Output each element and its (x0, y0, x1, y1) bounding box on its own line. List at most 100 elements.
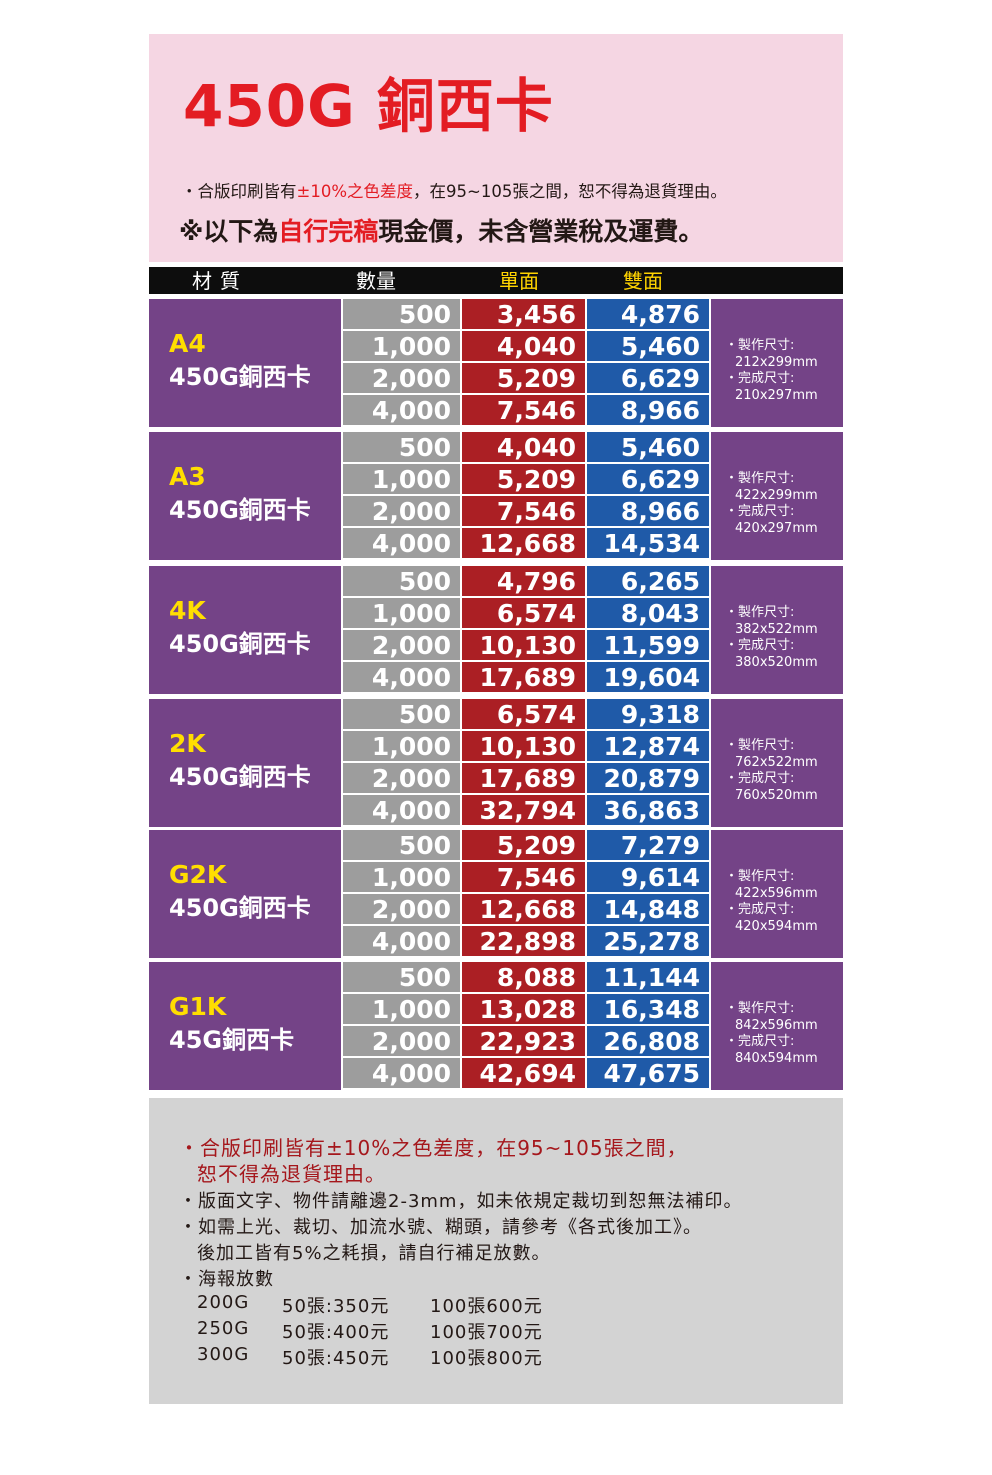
finish-size-value: 210x297mm (735, 387, 818, 403)
size-cell: ・製作尺寸: 212x299mm ・完成尺寸: 210x297mm (711, 299, 843, 427)
single-side-price: 5,209 (462, 464, 587, 496)
table-row: 1,000 7,546 9,614 (341, 862, 711, 894)
quantity-cell: 1,000 (341, 598, 462, 630)
make-size-label: ・製作尺寸: (725, 338, 795, 353)
single-side-price: 7,546 (462, 862, 587, 894)
double-side-price: 6,629 (587, 464, 711, 496)
make-size-value: 842x596mm (735, 1017, 818, 1033)
footer-line-poster: ・海報放數 (179, 1269, 274, 1290)
double-side-price: 26,808 (587, 1026, 711, 1058)
table-row: 500 8,088 11,144 (341, 962, 711, 994)
poster-weight: 200G (197, 1292, 250, 1313)
material-cell: A3 450G銅西卡 (149, 432, 341, 560)
single-side-price: 17,689 (462, 763, 587, 795)
single-side-price: 4,040 (462, 432, 587, 464)
paper-name: 45G銅西卡 (169, 1026, 295, 1054)
table-row: 2,000 5,209 6,629 (341, 363, 711, 395)
poster-price-100: 100張800元 (430, 1348, 543, 1369)
footer-line-margin: ・版面文字、物件請離邊2-3mm，如未依規定裁切到恕無法補印。 (179, 1191, 743, 1212)
double-side-price: 14,534 (587, 528, 711, 560)
single-side-price: 7,546 (462, 395, 587, 427)
quantity-cell: 500 (341, 699, 462, 731)
footer-line-finishing: ・如需上光、裁切、加流水號、糊頭，請參考《各式後加工》。 (179, 1217, 702, 1238)
quantity-cell: 4,000 (341, 395, 462, 427)
quantity-cell: 2,000 (341, 363, 462, 395)
paper-size-code: A4 (169, 329, 206, 358)
double-side-price: 19,604 (587, 662, 711, 694)
single-side-price: 42,694 (462, 1058, 587, 1090)
table-row: 1,000 4,040 5,460 (341, 331, 711, 363)
material-cell: G1K 45G銅西卡 (149, 962, 341, 1090)
table-row: 500 5,209 7,279 (341, 830, 711, 862)
single-side-price: 3,456 (462, 299, 587, 331)
finish-size-value: 840x594mm (735, 1050, 818, 1066)
single-side-price: 13,028 (462, 994, 587, 1026)
price-group: 2K 450G銅西卡 ・製作尺寸: 762x522mm ・完成尺寸: 760x520mm 5… (149, 699, 843, 827)
price-group: G1K 45G銅西卡 ・製作尺寸: 842x596mm ・完成尺寸: 840x594mm 5… (149, 962, 843, 1090)
paper-name: 450G銅西卡 (169, 763, 311, 791)
quantity-cell: 1,000 (341, 994, 462, 1026)
single-side-price: 12,668 (462, 894, 587, 926)
material-cell: G2K 450G銅西卡 (149, 830, 341, 958)
make-size-value: 762x522mm (735, 754, 818, 770)
poster-price-50: 50張:450元 (282, 1348, 390, 1369)
poster-price-50: 50張:350元 (282, 1296, 390, 1317)
quantity-cell: 2,000 (341, 1026, 462, 1058)
column-double-side: 雙面 (623, 269, 663, 293)
note2-suffix: 現金價，未含營業稅及運費。 (378, 217, 704, 246)
table-row: 4,000 17,689 19,604 (341, 662, 711, 694)
single-side-price: 12,668 (462, 528, 587, 560)
double-side-price: 11,144 (587, 962, 711, 994)
note2-prefix: ※以下為 (179, 217, 279, 246)
double-side-price: 9,318 (587, 699, 711, 731)
double-side-price: 5,460 (587, 331, 711, 363)
finish-size-value: 420x594mm (735, 918, 818, 934)
table-row: 4,000 7,546 8,966 (341, 395, 711, 427)
quantity-cell: 500 (341, 432, 462, 464)
quantity-cell: 1,000 (341, 331, 462, 363)
table-row: 2,000 10,130 11,599 (341, 630, 711, 662)
header-banner: 450G 銅西卡 ・合版印刷皆有±10%之色差度，在95~105張之間，恕不得為… (149, 34, 843, 262)
quantity-cell: 2,000 (341, 894, 462, 926)
table-row: 1,000 13,028 16,348 (341, 994, 711, 1026)
single-side-price: 10,130 (462, 731, 587, 763)
size-info: ・製作尺寸: 422x299mm ・完成尺寸: 420x297mm (725, 471, 818, 537)
double-side-price: 12,874 (587, 731, 711, 763)
material-cell: 2K 450G銅西卡 (149, 699, 341, 827)
table-row: 4,000 42,694 47,675 (341, 1058, 711, 1090)
make-size-label: ・製作尺寸: (725, 1001, 795, 1016)
paper-size-code: G1K (169, 992, 227, 1021)
poster-price-100: 100張600元 (430, 1296, 543, 1317)
double-side-price: 36,863 (587, 795, 711, 827)
single-side-price: 7,546 (462, 496, 587, 528)
double-side-price: 6,265 (587, 566, 711, 598)
make-size-label: ・製作尺寸: (725, 605, 795, 620)
note1-suffix: ，在95~105張之間，恕不得為退貨理由。 (413, 182, 727, 201)
double-side-price: 9,614 (587, 862, 711, 894)
table-row: 2,000 17,689 20,879 (341, 763, 711, 795)
size-info: ・製作尺寸: 762x522mm ・完成尺寸: 760x520mm (725, 738, 818, 804)
finish-size-label: ・完成尺寸: (725, 1034, 795, 1049)
pricing-note: ※以下為自行完稿現金價，未含營業稅及運費。 (179, 212, 703, 248)
note1-prefix: ・合版印刷皆有 (181, 182, 297, 201)
price-group: A4 450G銅西卡 ・製作尺寸: 212x299mm ・完成尺寸: 210x297mm 5… (149, 299, 843, 427)
double-side-price: 8,966 (587, 496, 711, 528)
size-cell: ・製作尺寸: 762x522mm ・完成尺寸: 760x520mm (711, 699, 843, 827)
double-side-price: 8,966 (587, 395, 711, 427)
single-side-price: 22,898 (462, 926, 587, 958)
double-side-price: 7,279 (587, 830, 711, 862)
column-quantity: 數量 (356, 269, 396, 293)
paper-size-code: G2K (169, 860, 227, 889)
quantity-cell: 1,000 (341, 464, 462, 496)
quantity-cell: 4,000 (341, 1058, 462, 1090)
price-group: G2K 450G銅西卡 ・製作尺寸: 422x596mm ・完成尺寸: 420x594mm… (149, 830, 843, 958)
single-side-price: 5,209 (462, 830, 587, 862)
column-single-side: 單面 (499, 269, 539, 293)
finish-size-label: ・完成尺寸: (725, 371, 795, 386)
table-row: 500 3,456 4,876 (341, 299, 711, 331)
single-side-price: 6,574 (462, 598, 587, 630)
quantity-cell: 4,000 (341, 528, 462, 560)
size-info: ・製作尺寸: 382x522mm ・完成尺寸: 380x520mm (725, 605, 818, 671)
paper-size-code: A3 (169, 462, 206, 491)
size-cell: ・製作尺寸: 422x299mm ・完成尺寸: 420x297mm (711, 432, 843, 560)
